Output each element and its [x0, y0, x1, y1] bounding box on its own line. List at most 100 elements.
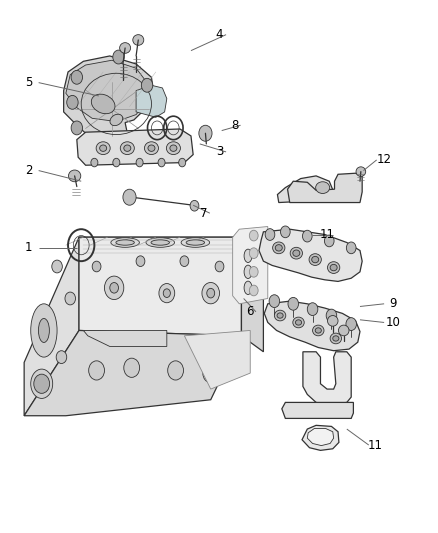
Polygon shape	[258, 229, 361, 281]
Text: 11: 11	[367, 439, 382, 451]
Ellipse shape	[124, 145, 131, 151]
Polygon shape	[307, 429, 333, 446]
Circle shape	[65, 292, 75, 305]
Ellipse shape	[116, 240, 134, 245]
Circle shape	[325, 309, 336, 322]
Circle shape	[71, 121, 82, 135]
Polygon shape	[79, 237, 263, 256]
Circle shape	[324, 235, 333, 247]
Ellipse shape	[295, 320, 301, 325]
Polygon shape	[77, 129, 193, 165]
Ellipse shape	[31, 304, 57, 357]
Text: 7: 7	[200, 207, 208, 220]
Ellipse shape	[151, 240, 169, 245]
Circle shape	[104, 276, 124, 300]
Circle shape	[52, 260, 62, 273]
Ellipse shape	[132, 35, 144, 45]
Ellipse shape	[355, 167, 365, 176]
Polygon shape	[24, 237, 79, 416]
Polygon shape	[264, 301, 359, 351]
Polygon shape	[64, 56, 153, 149]
Circle shape	[92, 261, 101, 272]
Ellipse shape	[315, 182, 329, 193]
Ellipse shape	[276, 313, 283, 318]
Ellipse shape	[272, 242, 284, 254]
Circle shape	[67, 95, 78, 109]
Ellipse shape	[327, 262, 339, 273]
Ellipse shape	[329, 333, 341, 344]
Circle shape	[198, 125, 212, 141]
Ellipse shape	[145, 238, 174, 247]
Circle shape	[34, 374, 49, 393]
Circle shape	[71, 70, 82, 84]
Circle shape	[249, 285, 258, 296]
Circle shape	[110, 282, 118, 293]
Ellipse shape	[312, 325, 323, 336]
Circle shape	[91, 158, 98, 167]
Ellipse shape	[186, 240, 204, 245]
Text: 3: 3	[215, 146, 223, 158]
Circle shape	[56, 351, 67, 364]
Ellipse shape	[96, 142, 110, 155]
Ellipse shape	[314, 328, 321, 333]
Ellipse shape	[244, 249, 251, 263]
Ellipse shape	[275, 245, 282, 251]
Ellipse shape	[327, 316, 337, 326]
Ellipse shape	[148, 145, 155, 151]
Ellipse shape	[292, 317, 304, 328]
Circle shape	[302, 230, 311, 242]
Text: 1: 1	[25, 241, 32, 254]
Circle shape	[158, 158, 165, 167]
Ellipse shape	[311, 256, 318, 263]
Circle shape	[123, 189, 136, 205]
Circle shape	[178, 158, 185, 167]
Circle shape	[206, 288, 214, 298]
Text: 12: 12	[376, 154, 391, 166]
Circle shape	[124, 358, 139, 377]
Text: 4: 4	[215, 28, 223, 41]
Text: 9: 9	[388, 297, 396, 310]
Ellipse shape	[244, 281, 251, 294]
Circle shape	[346, 242, 355, 254]
Text: 8: 8	[231, 119, 238, 132]
Circle shape	[249, 248, 258, 259]
Ellipse shape	[274, 310, 285, 321]
Text: 11: 11	[319, 228, 334, 241]
Circle shape	[180, 256, 188, 266]
Polygon shape	[79, 237, 241, 336]
Ellipse shape	[181, 238, 209, 247]
Circle shape	[215, 261, 223, 272]
Ellipse shape	[120, 142, 134, 155]
Polygon shape	[281, 402, 353, 418]
Ellipse shape	[292, 250, 299, 256]
Circle shape	[249, 266, 258, 277]
Circle shape	[190, 200, 198, 211]
Ellipse shape	[119, 43, 131, 53]
Polygon shape	[232, 227, 267, 304]
Circle shape	[136, 158, 143, 167]
Circle shape	[136, 256, 145, 266]
Ellipse shape	[329, 264, 336, 271]
Polygon shape	[83, 330, 166, 346]
Polygon shape	[241, 237, 263, 352]
Polygon shape	[302, 352, 350, 405]
Circle shape	[249, 230, 258, 241]
Circle shape	[202, 364, 218, 383]
Ellipse shape	[39, 318, 49, 343]
Ellipse shape	[244, 265, 251, 278]
Circle shape	[307, 303, 317, 316]
Ellipse shape	[332, 336, 338, 341]
Polygon shape	[184, 330, 250, 389]
Text: 10: 10	[385, 316, 399, 329]
Circle shape	[201, 282, 219, 304]
Ellipse shape	[170, 145, 177, 151]
Circle shape	[287, 297, 298, 310]
Ellipse shape	[110, 114, 123, 126]
Polygon shape	[24, 330, 241, 416]
Text: 6: 6	[246, 305, 254, 318]
Text: 5: 5	[25, 76, 32, 89]
Ellipse shape	[144, 142, 158, 155]
Polygon shape	[301, 425, 338, 450]
Text: 2: 2	[25, 164, 32, 177]
Circle shape	[113, 158, 120, 167]
